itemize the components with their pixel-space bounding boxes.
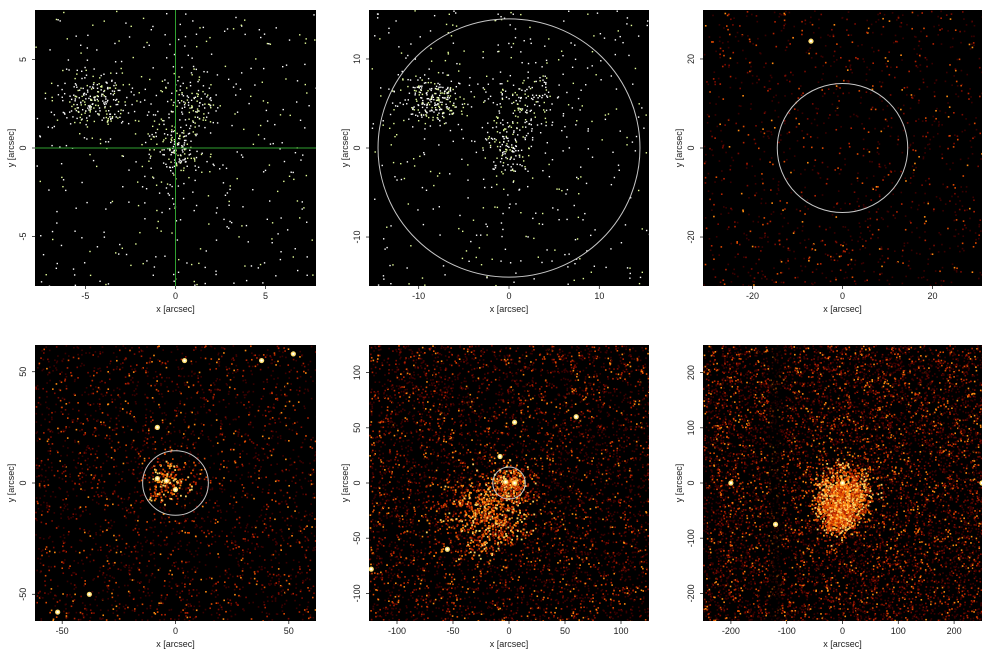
x-tick-label: 0	[173, 626, 178, 636]
x-axis-label: x [arcsec]	[490, 304, 529, 314]
x-axis-label: x [arcsec]	[156, 304, 195, 314]
y-tick-label: -50	[18, 588, 28, 601]
y-tick-label: -10	[352, 231, 362, 244]
panel-1: -5 0 5 -5 0 5 x [arcsec] y [arcsec]	[6, 10, 316, 314]
panel-6: -200 -100 0 100 200 -200 -100 0 100 200 x [arcsec]…	[674, 345, 982, 649]
image-pixels	[369, 345, 649, 621]
x-tick-label: 10	[594, 291, 604, 301]
extraction-circle	[776, 82, 909, 214]
y-tick-label: 0	[352, 480, 362, 485]
x-axis-label: x [arcsec]	[823, 639, 862, 649]
extraction-circle	[142, 450, 209, 516]
x-tick-label: 5	[263, 291, 268, 301]
y-tick-label: -20	[686, 231, 696, 244]
extraction-circle	[492, 466, 526, 500]
y-tick-label: -5	[18, 232, 28, 240]
x-tick-label: -50	[56, 626, 69, 636]
x-tick-label: 0	[173, 291, 178, 301]
x-tick-label: -20	[746, 291, 759, 301]
y-axis-label: y [arcsec]	[6, 464, 16, 503]
x-tick-label: 100	[613, 626, 628, 636]
x-axis-label: x [arcsec]	[490, 639, 529, 649]
image-pixels	[703, 10, 982, 286]
x-tick-label: -50	[446, 626, 459, 636]
x-axis-label: x [arcsec]	[156, 639, 195, 649]
x-tick-label: 0	[840, 291, 845, 301]
point-source	[979, 480, 982, 486]
y-tick-label: -50	[352, 532, 362, 545]
y-axis-label: y [arcsec]	[6, 129, 16, 168]
image-background	[35, 345, 316, 621]
y-axis-label: y [arcsec]	[674, 464, 684, 503]
image-pixels	[35, 345, 316, 621]
y-tick-label: 20	[686, 54, 696, 64]
y-tick-label: -100	[352, 584, 362, 602]
x-tick-label: -100	[778, 626, 796, 636]
panel-3: -20 0 20 -20 0 20 x [arcsec] y [arcsec]	[674, 10, 982, 314]
panel-2: -10 0 10 -10 0 10 x [arcsec] y [arcsec]	[340, 10, 649, 314]
x-tick-label: -100	[388, 626, 406, 636]
x-tick-label: 0	[506, 626, 511, 636]
extraction-circle	[377, 18, 641, 278]
y-axis-label: y [arcsec]	[674, 129, 684, 168]
y-tick-label: 0	[686, 480, 696, 485]
y-tick-label: 0	[686, 145, 696, 150]
y-tick-label: 0	[18, 145, 28, 150]
y-tick-label: 0	[18, 480, 28, 485]
y-tick-label: 100	[686, 420, 696, 435]
image-pixels	[703, 345, 982, 621]
x-axis-label: x [arcsec]	[823, 304, 862, 314]
x-tick-label: 50	[560, 626, 570, 636]
y-tick-label: 200	[686, 365, 696, 380]
x-tick-label: 0	[506, 291, 511, 301]
x-tick-label: 200	[947, 626, 962, 636]
x-tick-label: 50	[284, 626, 294, 636]
x-tick-label: -10	[412, 291, 425, 301]
image-background	[703, 10, 982, 286]
y-tick-label: 10	[352, 54, 362, 64]
y-axis-label: y [arcsec]	[340, 464, 350, 503]
x-tick-label: 100	[891, 626, 906, 636]
panel-4: -50 0 50 -50 0 50 x [arcsec] y [arcsec]	[6, 345, 316, 649]
x-tick-label: -5	[81, 291, 89, 301]
x-tick-label: -200	[722, 626, 740, 636]
y-tick-label: 0	[352, 145, 362, 150]
y-tick-label: 50	[18, 367, 28, 377]
y-tick-label: 100	[352, 365, 362, 380]
y-tick-label: -100	[686, 529, 696, 547]
y-tick-label: -200	[686, 584, 696, 602]
x-tick-label: 20	[927, 291, 937, 301]
y-axis-label: y [arcsec]	[340, 129, 350, 168]
y-tick-label: 5	[18, 57, 28, 62]
image-background	[369, 10, 649, 286]
x-tick-label: 0	[840, 626, 845, 636]
y-tick-label: 50	[352, 423, 362, 433]
image-pixels	[35, 10, 316, 286]
image-pixels	[371, 10, 649, 286]
panel-5: -100 -50 0 50 100 -100 -50 0 50 100 x [arcsec] y [a…	[340, 345, 649, 649]
